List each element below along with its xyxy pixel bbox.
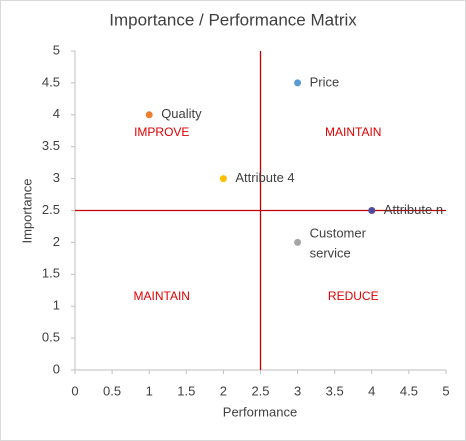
y-tick-label: 0.5	[42, 330, 60, 345]
x-tick-label: 1.5	[177, 383, 195, 398]
x-tick-label: 0	[71, 383, 78, 398]
y-tick-label: 2	[53, 234, 60, 249]
x-tick-label: 4.5	[400, 383, 418, 398]
x-tick-label: 0.5	[103, 383, 121, 398]
x-tick-label: 2.5	[251, 383, 269, 398]
data-point	[145, 111, 153, 119]
y-tick-label: 2.5	[42, 202, 60, 217]
chart-title: Importance / Performance Matrix	[109, 10, 357, 29]
y-tick-label: 3.5	[42, 138, 60, 153]
x-tick-label: 4	[368, 383, 375, 398]
quadrant-label: MAINTAIN	[134, 289, 190, 303]
x-tick-label: 1	[146, 383, 153, 398]
point-label: Customer service	[310, 226, 367, 261]
point-label: Quality	[161, 106, 202, 121]
x-tick-label: 3.5	[326, 383, 344, 398]
data-point	[294, 79, 302, 87]
quadrant-label: REDUCE	[328, 289, 379, 303]
y-tick-label: 4.5	[42, 74, 60, 89]
x-tick-label: 5	[442, 383, 449, 398]
x-axis-label: Performance	[223, 404, 297, 419]
point-label: Attribute 4	[235, 170, 294, 185]
data-point	[368, 207, 376, 214]
y-tick-label: 0	[53, 361, 60, 376]
x-tick-label: 2	[220, 383, 227, 398]
y-tick-label: 1	[53, 298, 60, 313]
y-tick-label: 3	[53, 170, 60, 185]
point-label: Attribute n	[384, 202, 443, 217]
y-axis-label: Importance	[19, 178, 34, 243]
x-tick-label: 3	[294, 383, 301, 398]
point-label: Price	[310, 74, 340, 89]
quadrant-label: IMPROVE	[134, 125, 189, 139]
y-tick-label: 5	[53, 42, 60, 57]
y-tick-label: 4	[53, 106, 60, 121]
y-tick-label: 1.5	[42, 266, 60, 281]
data-point	[294, 238, 302, 246]
data-point	[219, 175, 227, 183]
quadrant-label: MAINTAIN	[325, 125, 381, 139]
